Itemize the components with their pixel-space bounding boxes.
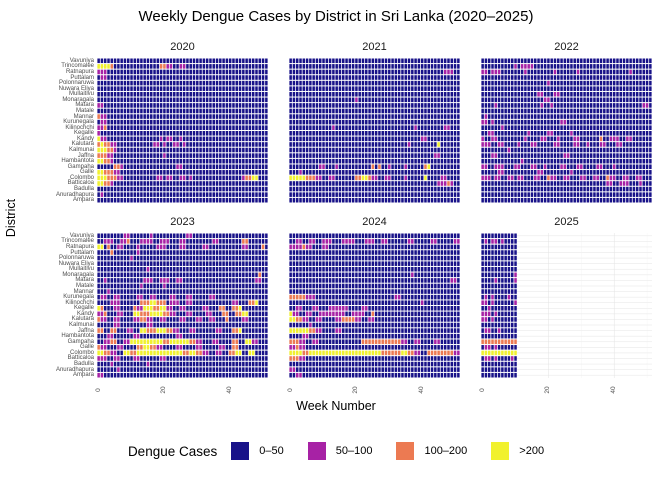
y-axis-label: Mannar xyxy=(73,288,94,295)
facet-label-2022: 2022 xyxy=(554,41,579,53)
legend-title: Dengue Cases xyxy=(127,443,218,459)
y-axis-label: Mullaitivu xyxy=(68,91,94,98)
legend-items: 0–50 50–100 100–200 >200 xyxy=(231,442,544,460)
y-axis-label: Kalutara xyxy=(71,141,94,148)
y-axis-label: Anuradhapura xyxy=(55,191,94,198)
legend-swatch-2 xyxy=(396,442,415,460)
y-axis-label: Kurunegala xyxy=(63,119,94,126)
y-axis-label: Galle xyxy=(79,169,94,176)
heatmap-panel-2024 xyxy=(289,233,460,378)
y-axis-label: Hambantota xyxy=(61,158,94,165)
heatmap-panel-2020 xyxy=(97,58,268,203)
y-axis-label: Badulla xyxy=(73,186,94,193)
x-tick-label: 20 xyxy=(160,386,168,394)
y-axis-label: Galle xyxy=(79,344,94,351)
y-axis-label: Vavuniya xyxy=(69,232,94,239)
y-axis-label: Nuwara Eliya xyxy=(58,260,94,267)
y-axis-label: Matara xyxy=(75,102,94,109)
y-axis-label: Kurunegala xyxy=(63,294,94,301)
x-tick-label: 0 xyxy=(478,388,486,392)
y-axis-label: Badulla xyxy=(73,361,94,368)
y-axis-label: Mullaitivu xyxy=(68,266,94,273)
y-axis-label: Ratnapura xyxy=(65,68,94,75)
y-axis-label: Kilinochchi xyxy=(65,299,94,306)
y-axis-label: Puttalam xyxy=(70,74,94,81)
y-axis-label: Batticaloa xyxy=(67,180,94,187)
legend: Dengue Cases 0–50 50–100 100–200 >200 xyxy=(0,438,672,464)
facet-label-2025: 2025 xyxy=(554,216,579,228)
y-axis-label: Hambantota xyxy=(61,333,94,340)
chart-title: Weekly Dengue Cases by District in Sri L… xyxy=(138,8,534,25)
y-axis-label: Matale xyxy=(75,107,94,114)
facet-label-2020: 2020 xyxy=(170,41,195,53)
facet-label-2021: 2021 xyxy=(362,41,387,53)
y-axis-label: Gampaha xyxy=(67,338,94,345)
heatmap-panel-2022 xyxy=(481,58,652,203)
x-axis-title: Week Number xyxy=(296,399,376,413)
y-axis-label: Kandy xyxy=(76,310,94,317)
y-axis-label: Kalmunai xyxy=(68,322,94,329)
x-tick-label: 0 xyxy=(286,388,294,392)
y-axis-label: Ampara xyxy=(72,372,94,379)
y-axis-label: Vavuniya xyxy=(69,57,94,64)
y-axis-label: Puttalam xyxy=(70,249,94,256)
x-tick-label: 0 xyxy=(94,388,102,392)
facet-label-2024: 2024 xyxy=(362,216,387,228)
legend-label-0: 0–50 xyxy=(259,445,284,457)
y-axis-label: Batticaloa xyxy=(67,355,94,362)
heatmap-panel-2023 xyxy=(97,233,268,378)
y-axis-label: Anuradhapura xyxy=(55,366,94,373)
y-axis-label: Monaragala xyxy=(62,271,94,278)
heatmap-panel-2021 xyxy=(289,58,460,203)
y-axis-label: Kilinochchi xyxy=(65,124,94,131)
y-axis-label: Monaragala xyxy=(62,96,94,103)
legend-label-3: >200 xyxy=(519,445,545,457)
x-tick-label: 40 xyxy=(418,386,426,394)
legend-item-3: >200 xyxy=(491,442,544,460)
y-axis-label: Kalutara xyxy=(71,316,94,323)
y-axis-label: Matara xyxy=(75,277,94,284)
y-axis-label: Polonnaruwa xyxy=(58,255,94,262)
legend-item-2: 100–200 xyxy=(396,442,467,460)
y-axis-label: Nuwara Eliya xyxy=(58,85,94,92)
y-axis-label: Matale xyxy=(75,282,94,289)
y-axis-label: Kandy xyxy=(76,135,94,142)
y-axis-label: Kalmunai xyxy=(68,147,94,154)
facet-label-2023: 2023 xyxy=(170,216,195,228)
legend-label-2: 100–200 xyxy=(424,445,468,457)
y-axis-label: Colombo xyxy=(69,174,94,181)
y-axis-title: District xyxy=(4,198,18,238)
legend-swatch-0 xyxy=(231,442,250,460)
legend-swatch-1 xyxy=(307,442,326,460)
legend-swatch-3 xyxy=(491,442,510,460)
y-axis-label: Mannar xyxy=(73,113,94,120)
y-axis-label: Trincomalee xyxy=(61,238,94,245)
y-axis-label: Kegalle xyxy=(73,130,94,137)
y-axis-label: Trincomalee xyxy=(61,63,94,70)
x-tick-label: 20 xyxy=(352,386,360,394)
y-axis-label: Polonnaruwa xyxy=(58,80,94,87)
x-tick-label: 40 xyxy=(226,386,234,394)
legend-item-1: 50–100 xyxy=(307,442,373,460)
y-axis-label: Kegalle xyxy=(73,305,94,312)
y-axis-label: Gampaha xyxy=(67,163,94,170)
y-axis-label: Ratnapura xyxy=(65,243,94,250)
legend-label-1: 50–100 xyxy=(335,445,373,457)
y-axis-label: Jaffna xyxy=(77,327,94,334)
legend-item-0: 0–50 xyxy=(231,442,284,460)
x-tick-label: 20 xyxy=(544,386,552,394)
heatmap-panel-2025 xyxy=(481,233,652,378)
y-axis-label: Colombo xyxy=(69,349,94,356)
y-axis-label: Ampara xyxy=(72,197,94,204)
y-axis-label: Jaffna xyxy=(77,152,94,159)
x-tick-label: 40 xyxy=(610,386,618,394)
